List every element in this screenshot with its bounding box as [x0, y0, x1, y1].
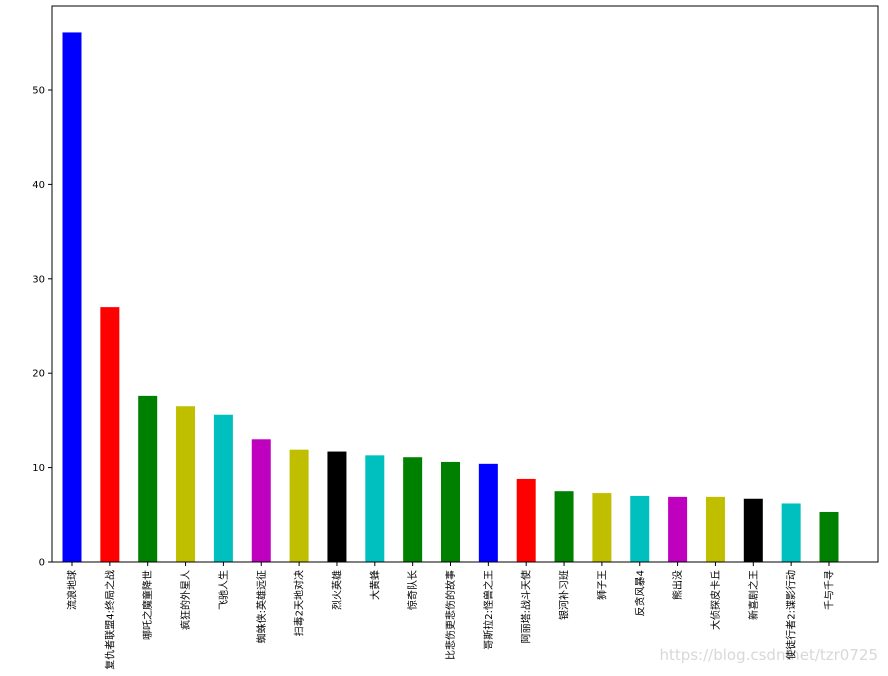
bar — [441, 461, 460, 562]
y-tick-label: 40 — [32, 180, 45, 191]
bar — [630, 495, 650, 562]
x-tick-label: 熊出没 — [671, 570, 684, 600]
x-tick-label: 蜘蛛侠:英雄远征 — [255, 570, 268, 643]
bar — [289, 449, 309, 562]
y-tick-label: 20 — [32, 369, 45, 380]
x-tick-label: 哥斯拉2:怪兽之王 — [482, 570, 495, 650]
bar — [100, 307, 120, 562]
bar — [365, 455, 385, 562]
watermark: https://blog.csdn.net/tzr0725 — [659, 646, 878, 664]
y-tick-label: 0 — [39, 558, 45, 569]
x-tick-label: 大侦探皮卡丘 — [709, 570, 722, 630]
bar — [705, 496, 725, 562]
x-tick-label: 使徒行者2:谍影行动 — [785, 570, 798, 660]
x-tick-label: 流浪地球 — [66, 570, 79, 610]
bar — [592, 493, 612, 562]
bar — [251, 439, 271, 562]
x-tick-label: 千与千寻 — [824, 570, 836, 610]
bar — [403, 457, 423, 562]
x-tick-label: 比悲伤更悲伤的故事 — [444, 570, 457, 660]
bar — [213, 414, 233, 562]
bar — [668, 496, 688, 562]
x-tick-label: 狮子王 — [595, 570, 608, 600]
x-tick-label: 阿丽塔:战斗天使 — [520, 570, 533, 643]
bar — [743, 498, 763, 562]
x-tick-label: 反贪风暴4 — [633, 570, 646, 616]
bar — [478, 463, 498, 562]
bar — [327, 451, 347, 562]
plot-frame — [51, 5, 879, 563]
bar — [554, 491, 574, 562]
x-tick-label: 哪吒之魔童降世 — [141, 570, 154, 640]
x-tick-label: 烈火英雄 — [330, 570, 343, 610]
x-tick-label: 大黄蜂 — [368, 570, 381, 600]
x-tick-label: 疯狂的外星人 — [179, 570, 192, 630]
bar — [516, 478, 536, 562]
x-tick-label: 银河补习班 — [558, 570, 571, 620]
x-tick-label: 惊奇队长 — [406, 570, 419, 610]
bar — [138, 395, 158, 562]
x-tick-label: 飞驰人生 — [217, 570, 230, 610]
y-tick-label: 30 — [32, 274, 45, 285]
y-tick-label: 50 — [32, 86, 45, 97]
x-tick-label: 复仇者联盟4:终局之战 — [103, 570, 116, 670]
x-tick-label: 新喜剧之王 — [747, 570, 760, 620]
bar — [781, 503, 801, 562]
bar — [62, 32, 82, 563]
bar — [819, 511, 839, 562]
x-tick-label: 扫毒2天地对决 — [293, 570, 306, 636]
bar — [176, 406, 196, 562]
y-tick-label: 10 — [32, 463, 45, 474]
